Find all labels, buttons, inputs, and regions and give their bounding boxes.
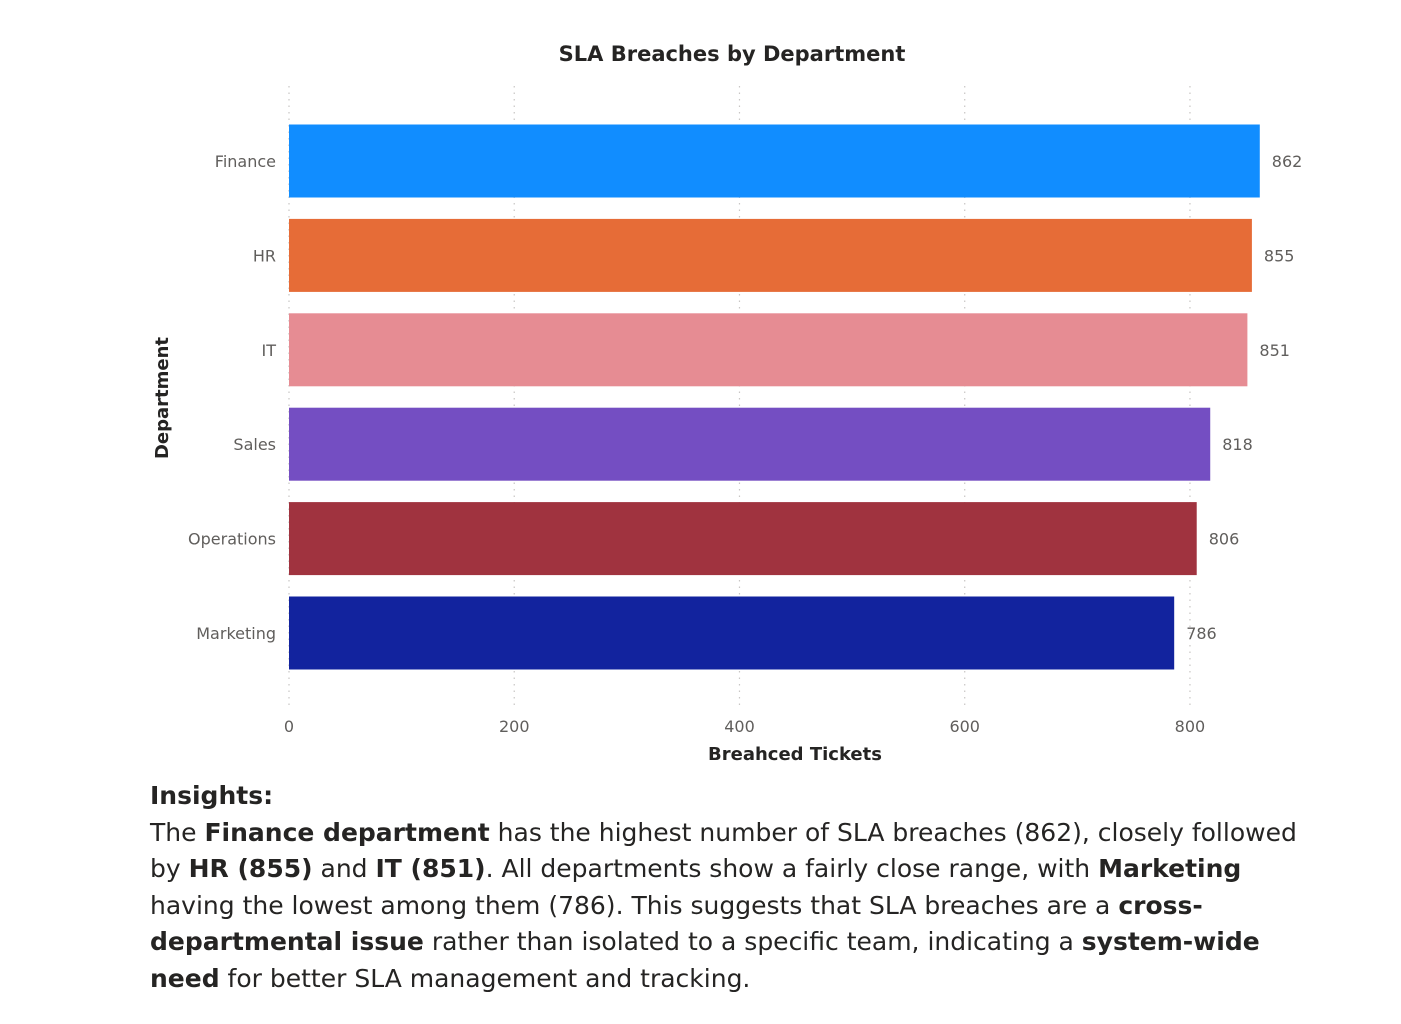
bar-operations	[289, 502, 1197, 576]
insight-text: rather than isolated to a specific team,…	[423, 927, 1082, 956]
labels: 0 200 400 600 800 Finance 862 HR 855 IT 851 Sales 81…	[188, 152, 1302, 736]
insight-text: and	[312, 854, 376, 883]
data-label: 862	[1272, 152, 1303, 171]
insight-text: for better SLA management and tracking.	[219, 963, 751, 993]
bar-hr	[289, 218, 1252, 292]
bars	[289, 124, 1260, 670]
data-label: 851	[1259, 341, 1290, 360]
insight-highlight: Finance department	[204, 817, 490, 847]
category-label: Finance	[215, 152, 276, 171]
insight-text: having the lowest among them (786). This…	[150, 890, 1119, 920]
bar-marketing	[289, 596, 1175, 670]
insight-highlight: Marketing	[1098, 854, 1242, 883]
data-label: 806	[1209, 530, 1240, 549]
bar-finance	[289, 124, 1260, 198]
insight-highlight: system-wide need	[150, 927, 1260, 993]
category-label: HR	[253, 246, 276, 265]
x-tick-label: 400	[724, 717, 755, 736]
data-label: 855	[1264, 246, 1295, 265]
category-label: Sales	[233, 435, 276, 454]
bar-sales	[289, 407, 1211, 481]
x-tick-label: 800	[1175, 717, 1206, 736]
chart-svg: SLA Breaches by Department 0 200 400 600 800…	[152, 42, 1302, 765]
category-label: Marketing	[196, 624, 276, 643]
x-tick-label: 0	[284, 717, 294, 736]
data-label: 818	[1222, 435, 1253, 454]
bar-it	[289, 313, 1248, 387]
x-axis-title: Breahced Tickets	[708, 744, 882, 765]
data-label: 786	[1186, 624, 1217, 643]
chart-title: SLA Breaches by Department	[559, 42, 906, 66]
insight-highlight: HR (855)	[188, 854, 313, 883]
x-tick-label: 600	[949, 717, 980, 736]
insight-text: The	[150, 817, 205, 847]
insights-title: Insights:	[150, 781, 274, 810]
y-axis-title: Department	[152, 337, 173, 459]
insight-text: has the highest number of SLA breaches (…	[150, 817, 1297, 884]
insight-text: . All departments show a fairly close ra…	[485, 854, 1099, 883]
insights-panel: Insights: The Finance department has the…	[150, 778, 1310, 997]
insight-highlight: IT (851)	[375, 854, 486, 883]
category-label: Operations	[188, 530, 276, 549]
sla-breaches-chart: SLA Breaches by Department 0 200 400 600 800…	[152, 42, 1302, 765]
x-tick-label: 200	[499, 717, 530, 736]
insight-highlight: cross-departmental issue	[150, 890, 1203, 957]
category-label: IT	[262, 341, 277, 360]
insights-body: The Finance department has the highest n…	[150, 818, 1297, 993]
